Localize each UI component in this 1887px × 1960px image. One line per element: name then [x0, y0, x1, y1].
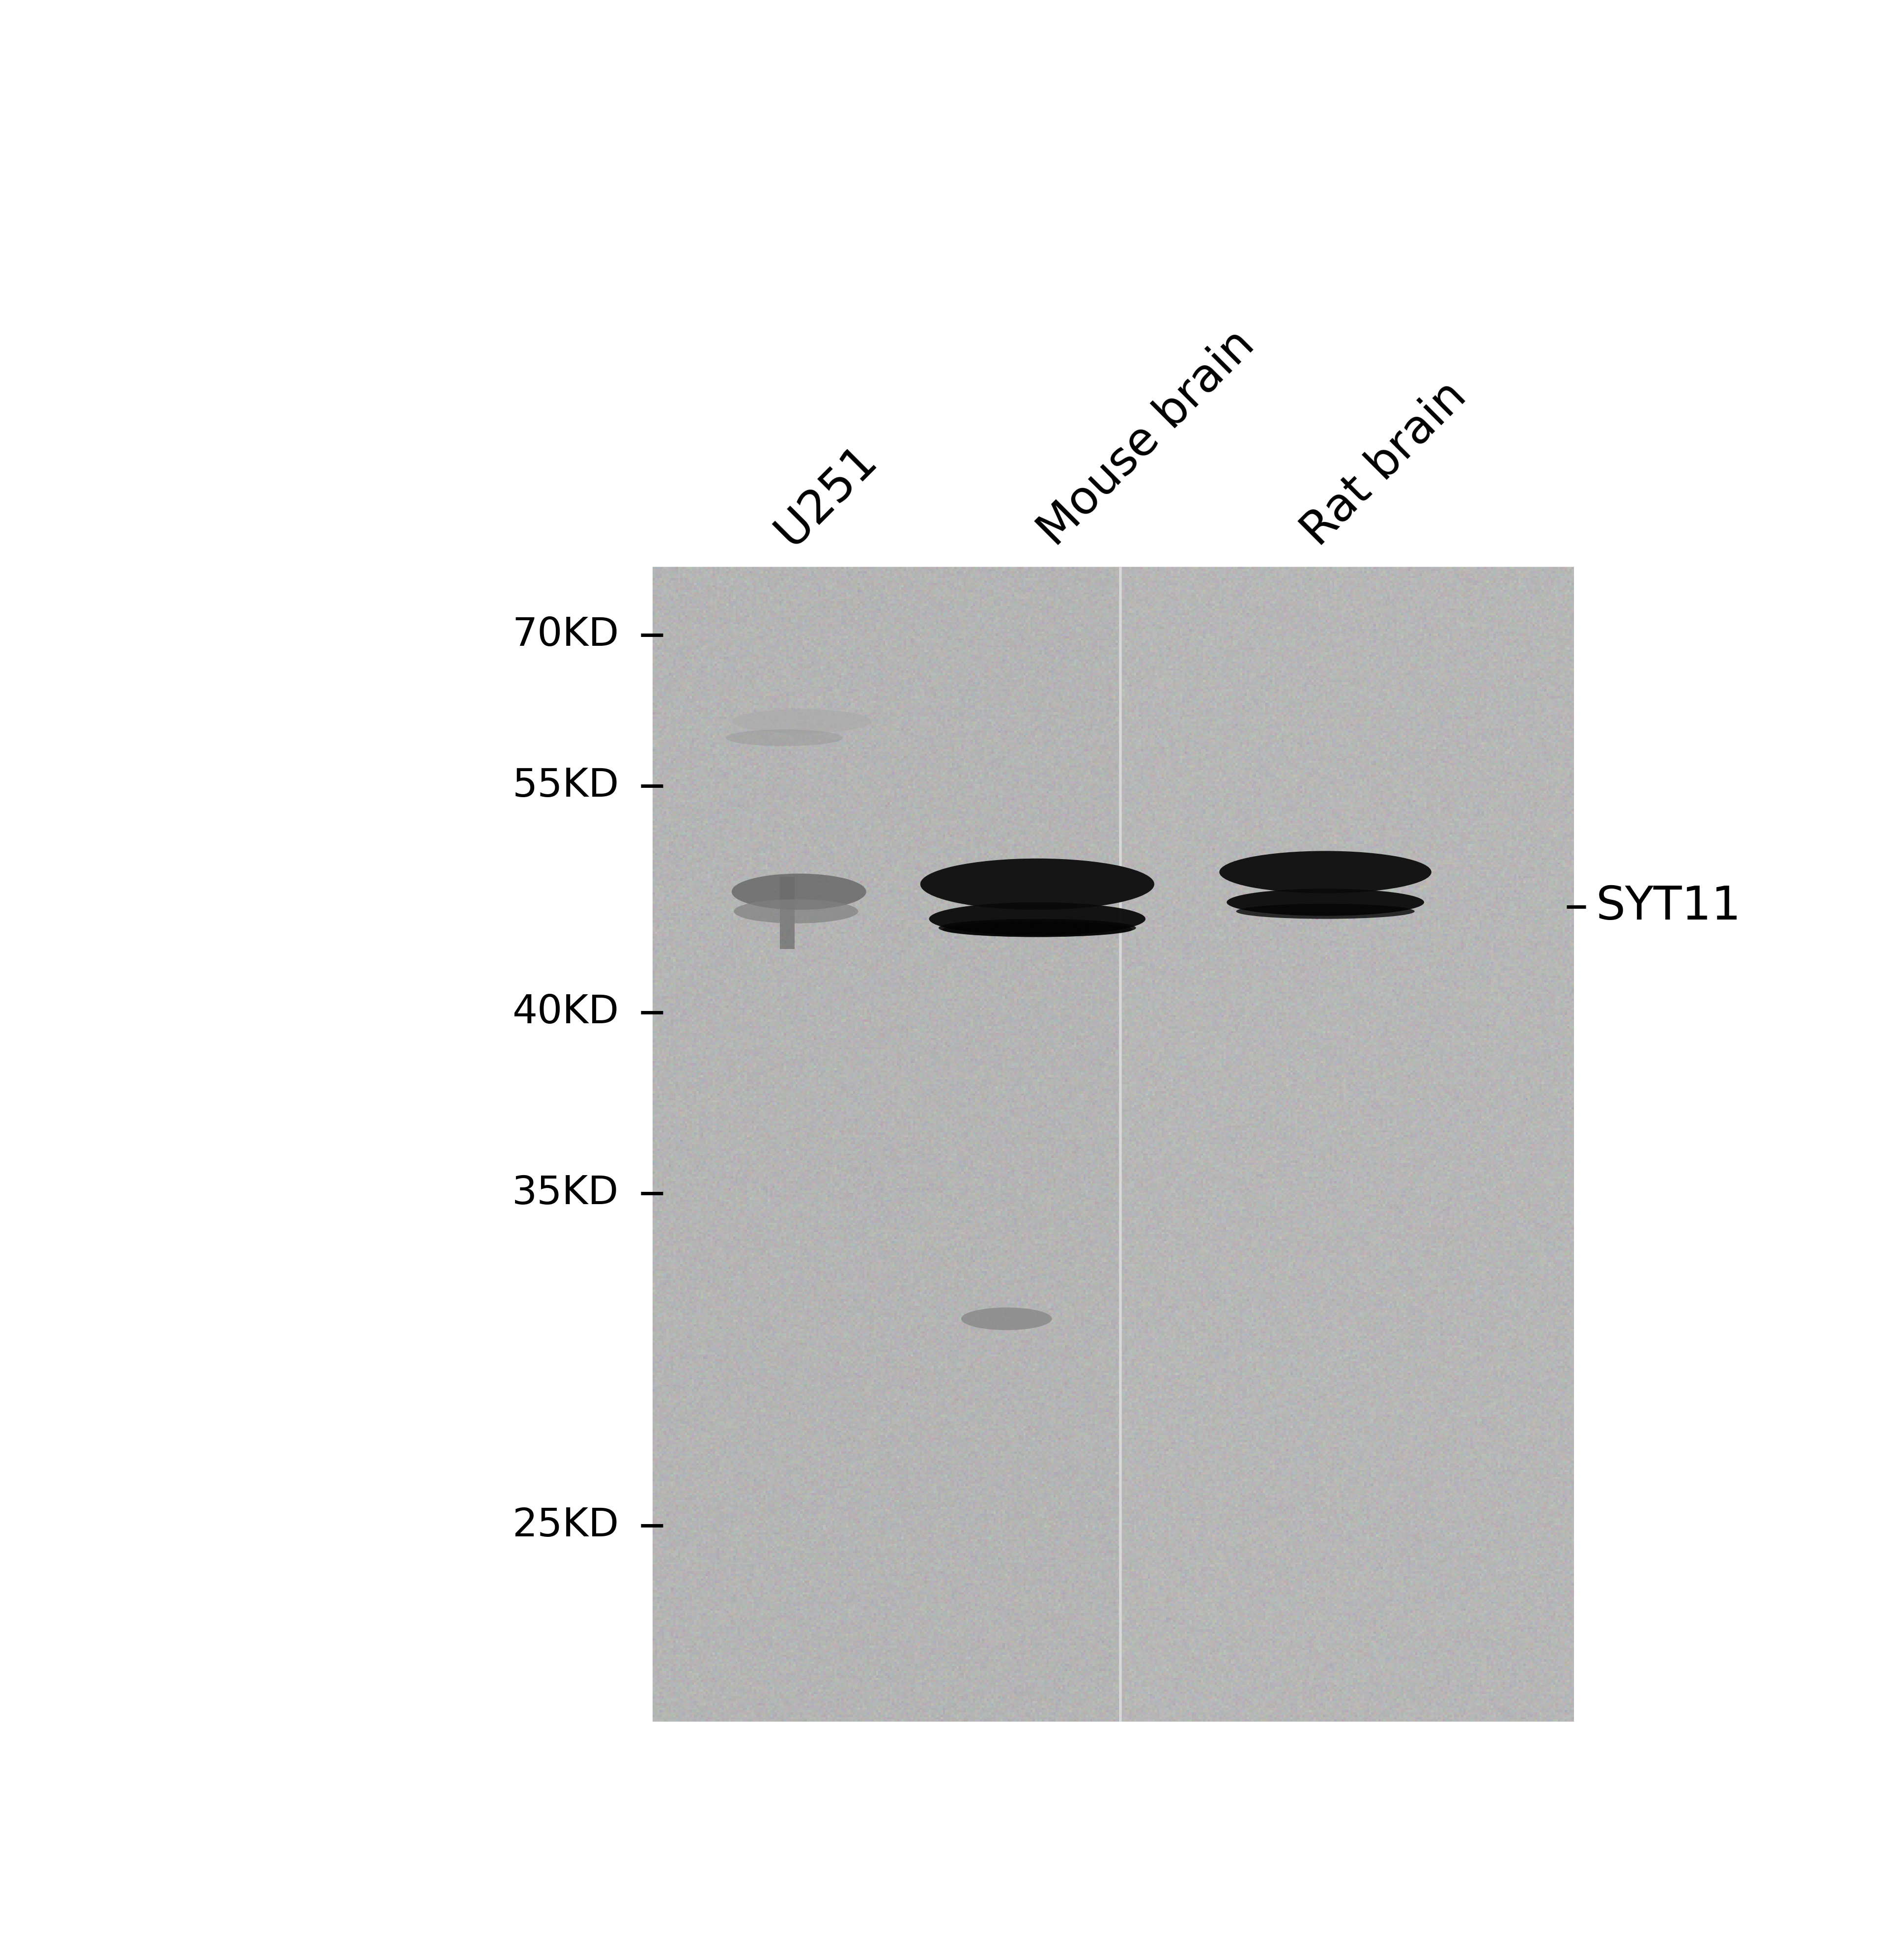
Ellipse shape [1236, 904, 1415, 919]
Ellipse shape [938, 919, 1136, 937]
Ellipse shape [921, 858, 1155, 909]
Ellipse shape [942, 921, 1132, 937]
Text: 35KD: 35KD [511, 1174, 619, 1213]
Text: 25KD: 25KD [511, 1507, 619, 1544]
Text: U251: U251 [766, 437, 885, 555]
Ellipse shape [1219, 851, 1432, 894]
Text: 40KD: 40KD [511, 994, 619, 1031]
Text: Rat brain: Rat brain [1293, 372, 1476, 555]
Text: 70KD: 70KD [511, 615, 619, 655]
Ellipse shape [1227, 888, 1425, 915]
Ellipse shape [734, 900, 859, 923]
Text: Mouse brain: Mouse brain [1030, 321, 1264, 555]
Bar [653, 566, 1121, 1721]
Text: 55KD: 55KD [511, 766, 619, 806]
Text: SYT11: SYT11 [1596, 884, 1742, 929]
Ellipse shape [960, 1307, 1051, 1331]
Ellipse shape [732, 710, 872, 733]
Bar [1121, 566, 1574, 1721]
Bar [779, 876, 794, 949]
Ellipse shape [732, 874, 866, 909]
Ellipse shape [928, 902, 1145, 935]
Ellipse shape [726, 729, 843, 747]
